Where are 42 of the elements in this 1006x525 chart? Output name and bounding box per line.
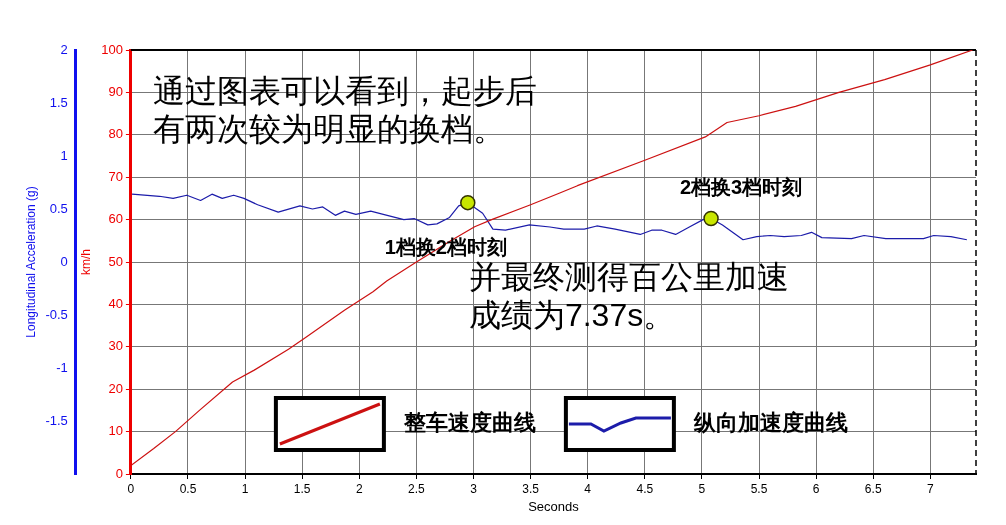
y-tick-label: -0.5 <box>45 306 68 322</box>
y-tick-label: 1 <box>60 147 68 163</box>
x-tick-label: 3 <box>470 481 478 496</box>
annotation: 通过图表可以看到，起步后有两次较为明显的换档。 <box>152 73 537 147</box>
y2-tick-label: 40 <box>108 295 123 311</box>
y2-tick-label: 10 <box>108 423 123 439</box>
y2-tick-label: 100 <box>101 41 123 57</box>
y-tick-label: 0.5 <box>49 200 68 216</box>
x-tick-label: 6.5 <box>864 481 882 496</box>
y2-tick-label: 90 <box>108 83 123 99</box>
y-tick-label: -1 <box>56 359 68 375</box>
x-tick-label: 7 <box>926 481 934 496</box>
y2-tick-label: 20 <box>108 380 123 396</box>
y2-tick-label: 30 <box>108 338 123 354</box>
y2-tick-label: 80 <box>108 126 123 142</box>
y2-tick-label: 0 <box>115 465 123 481</box>
x-tick-label: 6 <box>812 481 820 496</box>
x-axis-title: Seconds <box>528 498 580 514</box>
legend-label: 纵向加速度曲线 <box>692 410 848 436</box>
y-tick-label: 2 <box>60 41 68 57</box>
x-tick-label: 1 <box>241 481 249 496</box>
x-tick-label: 4 <box>584 481 592 496</box>
legend-label: 整车速度曲线 <box>402 410 536 436</box>
y2-axis-title: km/h <box>79 248 94 276</box>
annotation: 2档换3档时刻 <box>679 176 803 199</box>
annotation: 并最终测得百公里加速成绩为7.37s。 <box>468 259 789 333</box>
y-tick-label: 1.5 <box>49 94 68 110</box>
y2-tick-label: 70 <box>108 168 123 184</box>
y-axis-title: Longitudinal Acceleration (g) <box>23 186 38 338</box>
x-tick-label: 3.5 <box>522 481 540 496</box>
x-tick-label: 2.5 <box>408 481 426 496</box>
x-tick-label: 0 <box>127 481 135 496</box>
x-tick-label: 4.5 <box>636 481 654 496</box>
y-tick-label: -1.5 <box>45 412 68 428</box>
y2-tick-label: 50 <box>108 253 123 269</box>
x-tick-label: 1.5 <box>293 481 311 496</box>
x-tick-label: 2 <box>355 481 363 496</box>
y-tick-label: 0 <box>60 253 68 269</box>
x-tick-label: 5.5 <box>750 481 768 496</box>
x-tick-label: 5 <box>698 481 706 496</box>
y2-tick-label: 60 <box>108 211 123 227</box>
x-tick-label: 0.5 <box>179 481 197 496</box>
